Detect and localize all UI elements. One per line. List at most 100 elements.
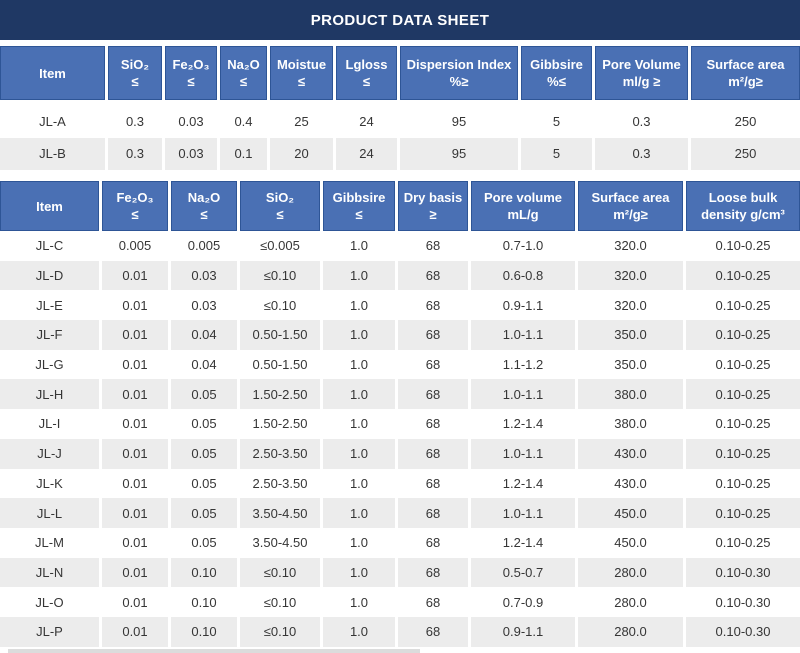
item-cell: JL-N (0, 557, 99, 588)
item-cell: JL-C (0, 231, 99, 261)
value-cell: 280.0 (578, 557, 683, 588)
value-cell: 450.0 (578, 498, 683, 528)
value-cell: 450.0 (578, 527, 683, 558)
value-cell: 68 (398, 349, 468, 380)
header-row: Item Fe₂O₃ ≤ Na₂O ≤ SiO₂ ≤ Gibbsire ≤ Dry basis ≥ P… (0, 181, 800, 231)
value-cell: 0.7-0.9 (471, 587, 575, 617)
value-cell: 68 (398, 587, 468, 617)
value-cell: 68 (398, 231, 468, 261)
header-row: Item SiO₂ ≤ Fe₂O₃ ≤ Na₂O ≤ Moistue ≤ Lgloss ≤ Dispe… (0, 46, 800, 100)
column-header-line1: Dispersion Index (406, 57, 512, 72)
value-cell: 20 (270, 137, 333, 170)
value-cell: 0.04 (171, 320, 237, 350)
item-cell: JL-O (0, 587, 99, 617)
value-cell: 0.03 (165, 105, 217, 138)
column-header-line1: Dry basis (403, 190, 463, 205)
value-cell: 250 (691, 137, 800, 170)
value-cell: 0.05 (171, 498, 237, 528)
value-cell: 1.0 (323, 527, 395, 558)
table-row: JL-O 0.01 0.10 ≤0.10 1.0 68 0.7-0.9 280.0 0.10-0… (0, 587, 800, 617)
column-header-line2: ≤ (276, 207, 284, 222)
item-cell: JL-L (0, 498, 99, 528)
value-cell: 0.01 (102, 260, 168, 291)
column-header: Na₂O ≤ (220, 46, 267, 100)
column-header-line2: ≥ (429, 207, 437, 222)
item-cell: JL-M (0, 527, 99, 558)
column-header-line1: Na₂O (187, 190, 221, 205)
column-header-line1: Moistue (276, 57, 327, 72)
column-header-line1: Item (36, 198, 63, 214)
column-header-line1: SiO₂ (120, 57, 150, 72)
table-row: JL-N 0.01 0.10 ≤0.10 1.0 68 0.5-0.7 280.0 0.10-0… (0, 557, 800, 588)
column-header: Dry basis ≥ (398, 181, 468, 231)
value-cell: 0.10-0.25 (686, 290, 800, 321)
page-bottom-crop-artifact (8, 648, 420, 653)
value-cell: 0.05 (171, 409, 237, 439)
column-header-line2: ≤ (131, 74, 139, 89)
value-cell: 1.0-1.1 (471, 379, 575, 410)
value-cell: 1.0 (323, 320, 395, 350)
value-cell: 1.0 (323, 260, 395, 291)
value-cell: ≤0.10 (240, 616, 320, 647)
column-header: Fe₂O₃ ≤ (165, 46, 217, 100)
value-cell: ≤0.10 (240, 557, 320, 588)
column-header-line2: %≥ (449, 74, 469, 89)
value-cell: 0.10 (171, 557, 237, 588)
value-cell: 1.50-2.50 (240, 409, 320, 439)
column-header-line2: density g/cm³ (701, 207, 785, 222)
column-header: Dispersion Index %≥ (400, 46, 518, 100)
value-cell: 0.5-0.7 (471, 557, 575, 588)
table-row: JL-G 0.01 0.04 0.50-1.50 1.0 68 1.1-1.2 350.0 0.… (0, 349, 800, 380)
value-cell: 0.10-0.25 (686, 349, 800, 380)
value-cell: 2.50-3.50 (240, 468, 320, 499)
table-row: JL-M 0.01 0.05 3.50-4.50 1.0 68 1.2-1.4 450.0 0.… (0, 527, 800, 558)
value-cell: 2.50-3.50 (240, 438, 320, 469)
value-cell: 1.0 (323, 468, 395, 499)
value-cell: 0.10-0.25 (686, 498, 800, 528)
value-cell: 68 (398, 498, 468, 528)
column-header: Surface area m²/g≥ (691, 46, 800, 100)
value-cell: 380.0 (578, 409, 683, 439)
item-cell: JL-J (0, 438, 99, 469)
column-header: Pore Volume ml/g ≥ (595, 46, 688, 100)
table-row: JL-I 0.01 0.05 1.50-2.50 1.0 68 1.2-1.4 380.0 0.… (0, 409, 800, 439)
value-cell: 0.10-0.25 (686, 468, 800, 499)
column-header-line1: Surface area (591, 190, 670, 205)
value-cell: 1.0 (323, 616, 395, 647)
value-cell: 1.0 (323, 438, 395, 469)
value-cell: 0.7-1.0 (471, 231, 575, 261)
value-cell: 5 (521, 105, 592, 138)
column-header: Moistue ≤ (270, 46, 333, 100)
value-cell: 0.10-0.25 (686, 231, 800, 261)
value-cell: 0.50-1.50 (240, 320, 320, 350)
value-cell: 430.0 (578, 468, 683, 499)
table-row: JL-C 0.005 0.005 ≤0.005 1.0 68 0.7-1.0 320.0 0.1… (0, 231, 800, 261)
value-cell: 0.05 (171, 438, 237, 469)
value-cell: 0.005 (102, 231, 168, 261)
value-cell: 350.0 (578, 320, 683, 350)
value-cell: 1.0 (323, 349, 395, 380)
value-cell: 1.2-1.4 (471, 409, 575, 439)
column-header: Surface area m²/g≥ (578, 181, 683, 231)
value-cell: 0.10-0.30 (686, 587, 800, 617)
value-cell: 0.01 (102, 409, 168, 439)
value-cell: 68 (398, 616, 468, 647)
value-cell: 24 (336, 105, 397, 138)
table-row: JL-B 0.3 0.03 0.1 20 24 95 5 0.3 250 (0, 137, 800, 170)
value-cell: ≤0.005 (240, 231, 320, 261)
column-header: SiO₂ ≤ (240, 181, 320, 231)
table-row: JL-A 0.3 0.03 0.4 25 24 95 5 0.3 250 (0, 105, 800, 138)
value-cell: 320.0 (578, 290, 683, 321)
item-cell: JL-F (0, 320, 99, 350)
column-header: Na₂O ≤ (171, 181, 237, 231)
column-header-line2: ≤ (362, 74, 371, 89)
value-cell: 0.10-0.25 (686, 379, 800, 410)
item-cell: JL-A (0, 105, 105, 138)
value-cell: 280.0 (578, 587, 683, 617)
value-cell: 0.10-0.30 (686, 557, 800, 588)
value-cell: 0.10-0.25 (686, 320, 800, 350)
value-cell: 1.50-2.50 (240, 379, 320, 410)
value-cell: 25 (270, 105, 333, 138)
value-cell: 0.9-1.1 (471, 616, 575, 647)
column-header: Item (0, 181, 99, 231)
